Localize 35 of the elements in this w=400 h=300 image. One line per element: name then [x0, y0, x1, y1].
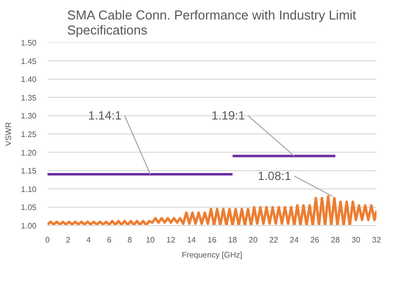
y-tick-label: 1.45: [20, 56, 38, 66]
x-tick-label: 4: [86, 236, 92, 244]
annotation: 1.08:1: [258, 169, 292, 184]
x-tick-label: 32: [372, 236, 382, 244]
y-tick-label: 1.40: [20, 75, 38, 84]
x-tick-label: 28: [330, 236, 340, 244]
x-tick-label: 6: [106, 236, 112, 244]
x-tick-label: 14: [186, 236, 196, 244]
y-tick-label: 1.35: [20, 93, 38, 102]
x-tick-label: 18: [228, 236, 238, 244]
y-tick-label: 1.50: [20, 38, 38, 48]
y-tick-label: 1.10: [20, 184, 38, 194]
y-tick-label: 1.15: [20, 166, 38, 176]
line-series: [48, 194, 376, 226]
x-tick-label: 22: [269, 236, 279, 244]
annotation: 1.14:1: [88, 108, 122, 123]
y-tick-label: 1.20: [20, 148, 38, 158]
y-tick-label: 1.25: [20, 130, 38, 139]
y-tick-label: 1.30: [20, 112, 38, 121]
x-axis-title: Frequency [GHz]: [182, 250, 242, 260]
x-tick-label: 20: [248, 236, 258, 244]
annotation: 1.19:1: [212, 108, 246, 123]
x-tick-label: 30: [351, 236, 361, 244]
x-tick-label: 12: [166, 236, 176, 244]
x-tick-label: 24: [290, 236, 300, 244]
x-tick-label: 26: [310, 236, 320, 244]
y-tick-label: 1.05: [20, 203, 38, 212]
y-axis-title: VSWR: [4, 122, 13, 146]
x-tick-label: 0: [45, 236, 50, 244]
x-tick-label: 10: [146, 236, 156, 244]
y-tick-label: 1.00: [20, 222, 38, 230]
chart-title: SMA Cable Conn. Performance with Industry Limit Specifications: [67, 8, 357, 38]
x-tick-label: 16: [208, 236, 217, 244]
x-tick-label: 2: [66, 236, 71, 244]
x-tick-label: 8: [128, 236, 133, 244]
